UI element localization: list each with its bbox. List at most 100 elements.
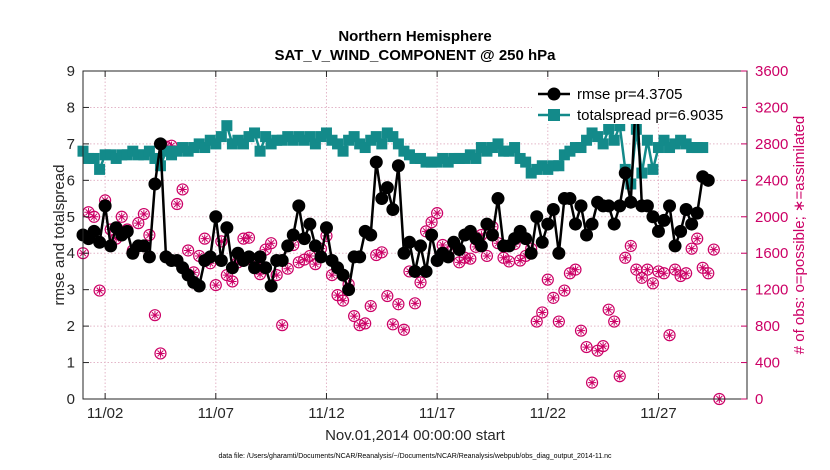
series-rmse-point	[275, 254, 289, 268]
series-totalspread-point	[492, 138, 504, 150]
obs-possible-point	[265, 237, 278, 250]
legend: rmse pr=4.3705 totalspread pr=6.9035	[532, 80, 742, 124]
obs-possible-point	[93, 284, 106, 297]
series-totalspread-point	[221, 120, 233, 132]
series-totalspread-point	[503, 145, 515, 157]
y-tick-label: 9	[67, 63, 75, 80]
y-tick-label: 7	[67, 136, 75, 153]
y2-tick-label: 2000	[755, 209, 788, 226]
x-tick-label: 11/17	[419, 405, 455, 422]
series-totalspread-point	[116, 149, 128, 161]
series-totalspread-point	[309, 138, 321, 150]
series-totalspread-point	[381, 127, 393, 139]
series-totalspread-point	[403, 149, 415, 161]
obs-possible-point	[276, 319, 289, 332]
series-totalspread-point	[592, 131, 604, 143]
series-totalspread-point	[652, 142, 664, 154]
series-totalspread-point	[354, 138, 366, 150]
series-totalspread-point	[160, 145, 172, 157]
obs-possible-point	[132, 217, 145, 230]
series-totalspread-point	[608, 134, 620, 146]
obs-assimilated-point	[482, 251, 492, 261]
obs-assimilated-point	[228, 277, 237, 286]
obs-assimilated-point	[632, 265, 641, 274]
obs-assimilated-point	[377, 248, 386, 257]
obs-possible-point	[608, 315, 621, 328]
y-tick-label: 4	[67, 245, 75, 262]
obs-assimilated-point	[654, 267, 663, 276]
y2-tick-label: 1600	[755, 245, 788, 262]
series-rmse-point	[613, 199, 627, 213]
series-rmse-point	[474, 239, 488, 253]
series-rmse-point	[203, 250, 217, 264]
obs-assimilated-point	[261, 245, 270, 254]
y-tick-label: 8	[67, 99, 75, 116]
obs-assimilated-point	[349, 311, 359, 321]
obs-possible-point	[602, 303, 615, 316]
obs-possible-point	[480, 249, 494, 263]
obs-assimilated-point	[704, 269, 713, 278]
obs-assimilated-point	[117, 212, 126, 221]
series-rmse-point	[651, 224, 665, 238]
series-rmse-point	[248, 261, 262, 275]
obs-possible-point	[613, 370, 626, 383]
series-rmse-point	[663, 199, 677, 213]
series-totalspread-point	[370, 131, 382, 143]
series-totalspread-point	[365, 134, 377, 146]
obs-assimilated-point	[515, 256, 525, 265]
series-rmse-point	[98, 199, 112, 213]
series-rmse-point	[574, 199, 588, 213]
obs-possible-point	[431, 207, 444, 220]
obs-assimilated-point	[322, 231, 331, 241]
obs-assimilated-point	[698, 263, 707, 272]
obs-assimilated-point	[266, 239, 276, 248]
obs-possible-point	[425, 216, 438, 229]
series-rmse-point	[408, 264, 422, 278]
obs-possible-point	[226, 275, 239, 288]
obs-assimilated-point	[427, 218, 436, 227]
obs-assimilated-point	[294, 258, 303, 267]
obs-possible-point	[580, 340, 593, 354]
series-totalspread-point	[437, 152, 449, 164]
obs-possible-point	[541, 273, 554, 286]
series-totalspread-point	[431, 156, 443, 168]
series-rmse-point	[380, 181, 394, 195]
series-rmse-point	[336, 268, 350, 282]
obs-possible-point	[386, 318, 399, 331]
y2-tick-label: 0	[755, 391, 763, 408]
obs-possible-point	[536, 306, 549, 319]
series-totalspread-point	[94, 163, 106, 175]
obs-assimilated-point	[134, 218, 143, 228]
series-totalspread-point	[426, 156, 438, 168]
obs-assimilated-point	[394, 300, 403, 309]
obs-assimilated-point	[626, 241, 635, 251]
obs-assimilated-point	[139, 209, 149, 219]
plot-frame	[82, 70, 748, 400]
series-totalspread-point	[143, 145, 155, 157]
series-totalspread-point	[105, 149, 117, 161]
series-totalspread-point	[376, 138, 388, 150]
series-rmse-point	[391, 159, 405, 173]
obs-assimilated-point	[615, 372, 624, 381]
series-totalspread-point	[287, 134, 299, 146]
series-totalspread-point	[193, 138, 205, 150]
y-tick-label: 0	[67, 391, 75, 408]
obs-assimilated-point	[410, 299, 420, 308]
obs-assimilated-point	[438, 240, 447, 250]
obs-assimilated-point	[89, 212, 99, 221]
series-totalspread-point	[392, 138, 404, 150]
obs-assimilated-point	[709, 245, 718, 254]
series-rmse-point	[414, 239, 428, 253]
series-totalspread-point	[121, 149, 133, 161]
series-totalspread-point	[558, 149, 570, 161]
series-totalspread-point	[509, 142, 521, 154]
obs-assimilated-point	[355, 321, 364, 330]
series-totalspread-point	[204, 134, 216, 146]
series-totalspread-point	[409, 152, 421, 164]
series-rmse-point	[402, 235, 416, 249]
legend-rmse-marker	[547, 87, 561, 101]
obs-possible-point	[624, 239, 637, 253]
series-rmse-point	[618, 166, 632, 180]
obs-assimilated-point	[560, 286, 569, 295]
obs-assimilated-point	[172, 199, 182, 209]
